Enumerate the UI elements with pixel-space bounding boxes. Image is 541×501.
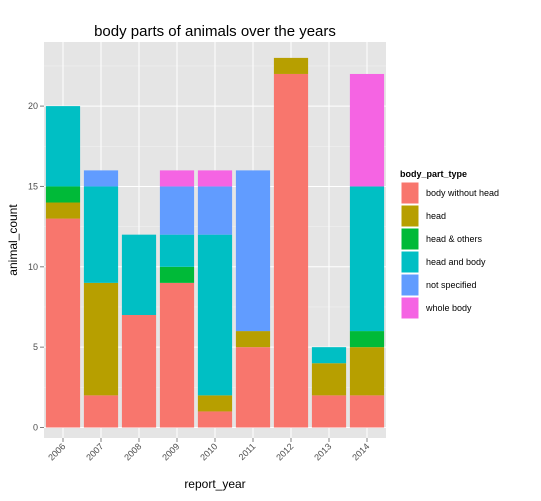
legend-label: not specified <box>426 280 477 290</box>
legend-label: head and body <box>426 257 486 267</box>
bar-segment <box>312 347 346 363</box>
x-tick-label: 2007 <box>84 441 105 462</box>
x-tick-label: 2014 <box>350 441 371 462</box>
y-axis-ticks: 0 5 10 15 20 <box>28 101 44 432</box>
y-axis-title: animal_count <box>6 204 20 276</box>
x-tick-label: 2011 <box>237 441 258 462</box>
bar-segment <box>236 170 270 331</box>
bar-segment <box>198 395 232 411</box>
legend-label: body without head <box>426 188 499 198</box>
x-axis-title: report_year <box>184 477 245 491</box>
bar-segment <box>198 186 232 234</box>
x-tick-label: 2012 <box>274 441 295 462</box>
bar-segment <box>312 395 346 427</box>
bar-segment <box>46 106 80 186</box>
bar-segment <box>84 395 118 427</box>
legend-key <box>401 251 419 273</box>
y-tick-label: 5 <box>33 342 38 352</box>
bar-segment <box>160 186 194 234</box>
x-tick-label: 2013 <box>312 441 333 462</box>
legend: body_part_type body without head head head… <box>400 169 499 319</box>
bar-segment <box>198 411 232 427</box>
bar-segment <box>236 331 270 347</box>
bar-segment <box>236 347 270 427</box>
bar-segment <box>198 170 232 186</box>
bar-segment <box>350 74 384 186</box>
bar-segment <box>350 347 384 395</box>
bar-segment <box>160 283 194 428</box>
y-tick-label: 20 <box>28 101 38 111</box>
y-tick-label: 10 <box>28 262 38 272</box>
bar-segment <box>160 235 194 267</box>
legend-items: body without head head head & others head a… <box>401 182 499 319</box>
bar-segment <box>84 186 118 282</box>
bar-segment <box>312 363 346 395</box>
legend-label: whole body <box>425 303 472 313</box>
bar-segment <box>350 395 384 427</box>
bar-segment <box>160 267 194 283</box>
bar-segment <box>160 170 194 186</box>
legend-key <box>401 205 419 227</box>
x-tick-label: 2010 <box>198 441 219 462</box>
chart-title: body parts of animals over the years <box>94 23 336 40</box>
bar-segment <box>350 186 384 331</box>
legend-title: body_part_type <box>400 169 467 179</box>
bar-segment <box>84 283 118 395</box>
x-tick-label: 2009 <box>160 441 181 462</box>
y-tick-label: 0 <box>33 423 38 433</box>
bar-segment <box>46 186 80 202</box>
x-tick-label: 2008 <box>122 441 143 462</box>
legend-label: head <box>426 211 446 221</box>
bar-segment <box>350 331 384 347</box>
legend-key <box>401 182 419 204</box>
bar-segment <box>274 74 308 428</box>
legend-key <box>401 297 419 319</box>
bar-segment <box>46 203 80 219</box>
bar-segment <box>274 58 308 74</box>
bar-segment <box>122 235 156 315</box>
legend-key <box>401 274 419 296</box>
legend-key <box>401 228 419 250</box>
bar-segment <box>122 315 156 427</box>
legend-label: head & others <box>426 234 483 244</box>
y-tick-label: 15 <box>28 181 38 191</box>
bar-segment <box>84 170 118 186</box>
bar-segment <box>198 235 232 396</box>
bar-segment <box>46 219 80 428</box>
x-tick-label: 2006 <box>46 441 67 462</box>
x-axis-ticks: 2006 2007 2008 2009 2010 2011 2012 2013 2014 <box>46 438 371 463</box>
